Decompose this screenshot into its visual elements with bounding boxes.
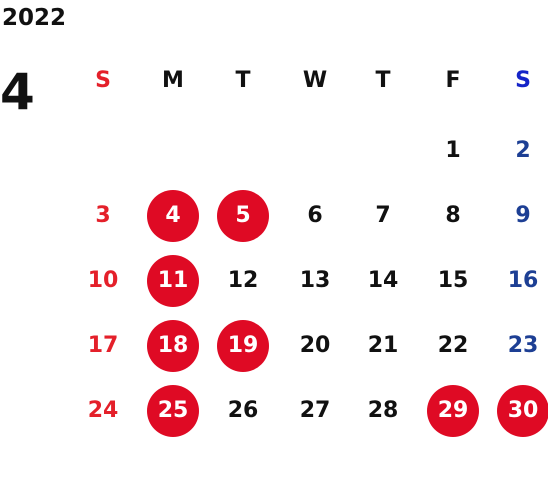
- weekday-header-sunday: S: [95, 68, 111, 93]
- weekday-header-wednesday: W: [302, 68, 328, 93]
- day-cell: 3: [95, 203, 111, 228]
- day-cell: 20: [299, 333, 331, 358]
- weekday-header-tuesday: T: [235, 68, 251, 93]
- day-cell: 23: [507, 333, 539, 358]
- highlighted-day-cell: 30: [497, 385, 548, 437]
- highlighted-day-cell: 5: [217, 190, 269, 242]
- day-cell: 10: [87, 268, 119, 293]
- day-cell: 6: [307, 203, 323, 228]
- weekday-header-saturday: S: [515, 68, 531, 93]
- day-cell: 21: [367, 333, 399, 358]
- day-cell: 12: [227, 268, 259, 293]
- day-cell: 8: [445, 203, 461, 228]
- day-cell: 2: [515, 138, 531, 163]
- highlighted-day-cell: 19: [217, 320, 269, 372]
- day-cell: 17: [87, 333, 119, 358]
- day-cell: 1: [445, 138, 461, 163]
- day-cell: 14: [367, 268, 399, 293]
- day-cell: 7: [375, 203, 391, 228]
- day-cell: 22: [437, 333, 469, 358]
- highlighted-day-cell: 29: [427, 385, 479, 437]
- calendar-year: 2022: [2, 5, 67, 31]
- day-cell: 24: [87, 398, 119, 423]
- highlighted-day-cell: 11: [147, 255, 199, 307]
- weekday-header-thursday: T: [375, 68, 391, 93]
- day-cell: 9: [515, 203, 531, 228]
- highlighted-day-cell: 18: [147, 320, 199, 372]
- day-cell: 13: [299, 268, 331, 293]
- weekday-header-friday: F: [445, 68, 461, 93]
- day-cell: 16: [507, 268, 539, 293]
- day-cell: 27: [299, 398, 331, 423]
- day-cell: 26: [227, 398, 259, 423]
- highlighted-day-cell: 4: [147, 190, 199, 242]
- highlighted-day-cell: 25: [147, 385, 199, 437]
- day-cell: 28: [367, 398, 399, 423]
- weekday-header-monday: M: [162, 68, 184, 93]
- day-cell: 15: [437, 268, 469, 293]
- calendar-month: 4: [0, 63, 35, 121]
